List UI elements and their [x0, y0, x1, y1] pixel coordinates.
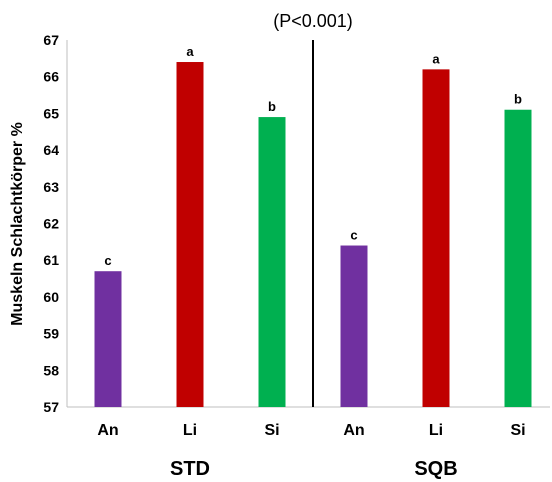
group-label: STD [170, 458, 210, 480]
bar-sqb-an [340, 245, 368, 407]
bar-std-si [258, 117, 286, 407]
bar-sqb-li [422, 69, 450, 408]
bar-significance-label: c [104, 253, 111, 268]
group-label: SQB [414, 458, 457, 480]
significance-annotation: (P<0.001) [273, 11, 353, 31]
y-ticks: 57 58 59 60 61 62 63 64 65 66 67 [43, 32, 59, 415]
category-label: Si [510, 422, 525, 439]
bar-significance-label: b [268, 99, 276, 114]
bar-significance-label: a [186, 44, 194, 59]
y-tick-label: 58 [43, 362, 59, 378]
category-label: Li [183, 422, 197, 439]
bar-std-li [176, 62, 204, 408]
category-label: An [343, 422, 364, 439]
bars: c An a Li b Si STD c An a Li b Si SQB [94, 44, 532, 480]
y-tick-label: 60 [43, 289, 59, 305]
bar-significance-label: a [432, 51, 440, 66]
category-label: Li [429, 422, 443, 439]
category-label: An [97, 422, 118, 439]
bar-significance-label: c [350, 228, 357, 243]
bar-significance-label: b [514, 92, 522, 107]
category-label: Si [264, 422, 279, 439]
y-tick-label: 61 [43, 252, 59, 268]
y-axis-title: Muskeln Schlachtkörper % [9, 122, 26, 326]
y-tick-label: 67 [43, 32, 59, 48]
bar-sqb-si [504, 109, 532, 407]
y-tick-label: 59 [43, 326, 59, 342]
y-tick-label: 57 [43, 399, 59, 415]
y-tick-label: 62 [43, 216, 59, 232]
y-tick-label: 63 [43, 179, 59, 195]
bar-std-an [94, 271, 122, 407]
y-tick-label: 64 [43, 142, 59, 158]
y-tick-label: 66 [43, 69, 59, 85]
y-tick-label: 65 [43, 105, 59, 121]
